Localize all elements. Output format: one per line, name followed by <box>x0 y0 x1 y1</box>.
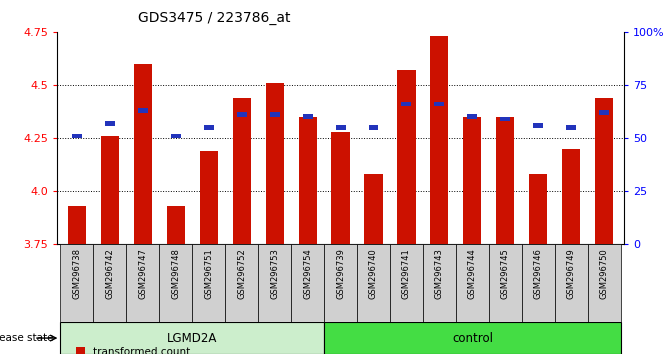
Bar <box>68 206 86 244</box>
Bar <box>599 110 609 115</box>
Bar <box>595 98 613 244</box>
FancyBboxPatch shape <box>423 244 456 322</box>
FancyBboxPatch shape <box>60 322 324 354</box>
Bar <box>138 108 148 113</box>
Bar <box>336 125 346 130</box>
Bar <box>501 116 511 121</box>
Bar <box>166 206 185 244</box>
Bar <box>266 83 284 244</box>
Bar <box>199 151 217 244</box>
FancyBboxPatch shape <box>225 244 258 322</box>
FancyBboxPatch shape <box>60 244 93 322</box>
Bar <box>566 125 576 130</box>
FancyBboxPatch shape <box>357 244 390 322</box>
Bar <box>464 117 482 244</box>
Text: GSM296749: GSM296749 <box>567 248 576 299</box>
Bar <box>170 133 180 138</box>
Bar <box>299 117 317 244</box>
FancyBboxPatch shape <box>324 244 357 322</box>
Bar <box>134 64 152 244</box>
Bar <box>364 174 382 244</box>
Text: GSM296740: GSM296740 <box>369 248 378 299</box>
Bar <box>368 125 378 130</box>
Bar <box>529 174 548 244</box>
FancyBboxPatch shape <box>159 244 192 322</box>
FancyBboxPatch shape <box>324 322 621 354</box>
Bar <box>233 98 251 244</box>
Text: GSM296746: GSM296746 <box>534 248 543 299</box>
FancyBboxPatch shape <box>456 244 489 322</box>
Bar <box>562 149 580 244</box>
Bar <box>468 114 477 119</box>
FancyBboxPatch shape <box>291 244 324 322</box>
Text: GSM296754: GSM296754 <box>303 248 312 299</box>
Bar <box>331 132 350 244</box>
Bar <box>430 36 448 244</box>
Bar <box>72 133 82 138</box>
FancyBboxPatch shape <box>489 244 522 322</box>
Text: GSM296750: GSM296750 <box>600 248 609 299</box>
FancyBboxPatch shape <box>555 244 588 322</box>
Bar <box>303 114 313 119</box>
Text: GSM296738: GSM296738 <box>72 248 81 299</box>
Text: GSM296753: GSM296753 <box>270 248 279 299</box>
Bar <box>270 112 280 117</box>
Bar <box>533 123 544 128</box>
FancyBboxPatch shape <box>93 244 126 322</box>
FancyBboxPatch shape <box>192 244 225 322</box>
Text: control: control <box>452 332 493 344</box>
FancyBboxPatch shape <box>522 244 555 322</box>
Text: disease state: disease state <box>0 333 54 343</box>
FancyBboxPatch shape <box>390 244 423 322</box>
Text: GSM296739: GSM296739 <box>336 248 345 299</box>
Text: GSM296747: GSM296747 <box>138 248 147 299</box>
Text: GSM296742: GSM296742 <box>105 248 114 299</box>
Text: GSM296745: GSM296745 <box>501 248 510 299</box>
Bar <box>105 121 115 126</box>
Text: GDS3475 / 223786_at: GDS3475 / 223786_at <box>138 11 290 25</box>
Text: GSM296741: GSM296741 <box>402 248 411 299</box>
Bar <box>434 102 444 107</box>
Bar <box>401 102 411 107</box>
Bar <box>237 112 247 117</box>
Text: GSM296743: GSM296743 <box>435 248 444 299</box>
Bar <box>397 70 415 244</box>
FancyBboxPatch shape <box>126 244 159 322</box>
Legend: transformed count, percentile rank within the sample: transformed count, percentile rank withi… <box>76 347 269 354</box>
FancyBboxPatch shape <box>258 244 291 322</box>
Bar <box>101 136 119 244</box>
Text: GSM296748: GSM296748 <box>171 248 180 299</box>
Bar <box>204 125 213 130</box>
Text: GSM296751: GSM296751 <box>204 248 213 299</box>
Text: GSM296744: GSM296744 <box>468 248 477 299</box>
Bar <box>497 117 515 244</box>
FancyBboxPatch shape <box>588 244 621 322</box>
Text: GSM296752: GSM296752 <box>237 248 246 299</box>
Text: LGMD2A: LGMD2A <box>167 332 217 344</box>
